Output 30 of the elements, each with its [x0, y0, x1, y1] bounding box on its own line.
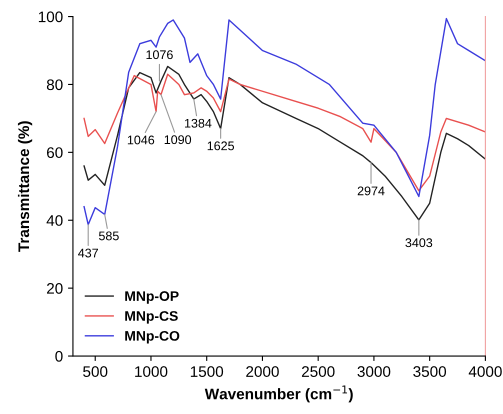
- y-tick-label: 0: [55, 350, 63, 362]
- legend-label: MNp-CO: [125, 330, 180, 344]
- annotation: 437: [78, 248, 98, 258]
- x-tick-label: 2500: [302, 366, 335, 377]
- annotation: 1076: [146, 50, 173, 60]
- x-axis-title: Wavenumber (cm$^{−1}$): [204, 386, 353, 402]
- line-series: [83, 66, 486, 221]
- y-tick-label: 80: [46, 79, 63, 90]
- y-tick-label: 60: [46, 147, 63, 158]
- x-tick-label: 1000: [135, 366, 168, 377]
- x-tick-label: 1500: [190, 366, 224, 377]
- x-tick-label: 2000: [246, 366, 279, 377]
- annotation: 1384: [184, 118, 212, 128]
- y-tick-label: 20: [46, 283, 63, 294]
- x-tick-label: 500: [83, 366, 108, 377]
- y-tick-label: 100: [38, 11, 63, 22]
- annotation: 1046: [128, 136, 154, 144]
- x-tick-label: 4000: [468, 366, 502, 377]
- x-tick-label: 3500: [413, 366, 446, 377]
- annotation: 2974: [358, 186, 385, 196]
- annotation: 3403: [405, 238, 432, 248]
- legend-label: MNp-CS: [125, 311, 178, 324]
- annotation: 1090: [164, 135, 192, 144]
- legend-label: MNp-OP: [125, 291, 179, 304]
- x-tick-label: 3000: [358, 366, 390, 377]
- annotation: 585: [98, 231, 119, 240]
- y-tick-label: 40: [46, 215, 63, 226]
- line-series: [83, 18, 486, 226]
- annotation: 1625: [208, 141, 234, 150]
- y-axis-title: Transmittance (%): [18, 121, 32, 252]
